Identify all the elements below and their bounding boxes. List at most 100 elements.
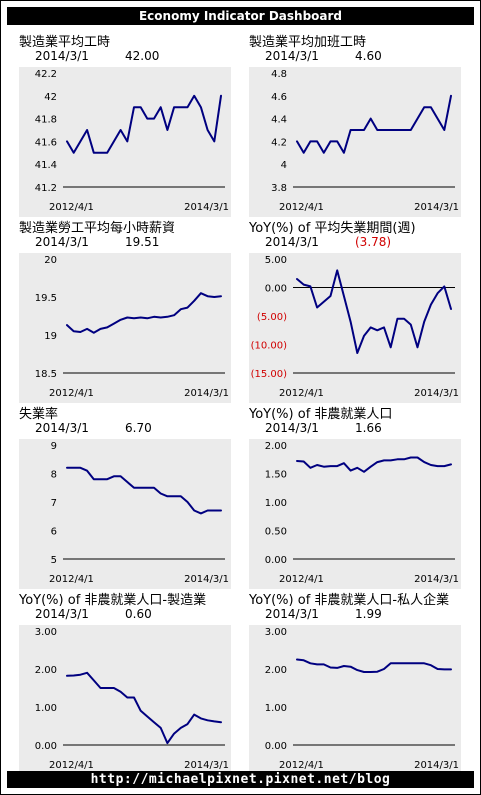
y-tick-label: 18.5 xyxy=(35,369,57,380)
plot-background xyxy=(19,625,231,775)
panel-title: 失業率 xyxy=(19,407,59,422)
series-line xyxy=(66,671,222,745)
panel-manufacturing-avg-hours: 製造業平均工時 2014/3/1 42.00 41.2 41.4 41.6 41.8 4… xyxy=(13,29,239,217)
x-tick-label: 2014/3/1 xyxy=(184,388,229,399)
panel-value: 19.51 xyxy=(125,235,160,249)
y-tick-label: 2.00 xyxy=(265,441,287,452)
panel-unemployment-duration-yoy: YoY(%) of 平均失業期間(週) 2014/3/1 (3.78) 5.00… xyxy=(243,215,469,403)
y-tick-label: 4.6 xyxy=(271,92,287,103)
y-tick-label: 1.50 xyxy=(265,470,287,481)
y-tick-label: (5.00) xyxy=(257,312,287,323)
plot-background xyxy=(19,67,231,217)
y-tick-label: 3.00 xyxy=(35,627,57,638)
x-tick-label: 2014/3/1 xyxy=(184,760,229,771)
panel-title: 製造業平均加班工時 xyxy=(249,35,367,50)
panel-title: YoY(%) of 非農就業人口-私人企業 xyxy=(249,593,450,608)
panel-title: YoY(%) of 非農就業人口 xyxy=(249,407,393,422)
y-tick-label: 4 xyxy=(281,160,287,171)
x-tick-label: 2014/3/1 xyxy=(414,202,459,213)
y-tick-label: 0.00 xyxy=(265,741,287,752)
chart-manufacturing-avg-hours: 41.2 41.4 41.6 41.8 42 42.2 2012/4/1 2014/3/1 xyxy=(19,67,231,217)
panel-value: (3.78) xyxy=(355,235,392,249)
panel-date: 2014/3/1 xyxy=(265,607,319,621)
y-tick-label: 9 xyxy=(51,441,57,452)
panel-date: 2014/3/1 xyxy=(265,421,319,435)
chart-manufacturing-overtime: 3.8 4 4.2 4.4 4.6 4.8 2012/4/1 2014/3/1 xyxy=(249,67,461,217)
y-tick-label: 41.2 xyxy=(35,183,57,194)
y-tick-label: 41.4 xyxy=(35,160,57,171)
panel-nonfarm-private-yoy: YoY(%) of 非農就業人口-私人企業 2014/3/1 1.99 0.00… xyxy=(243,587,469,775)
x-tick-label: 2012/4/1 xyxy=(49,574,94,585)
y-tick-label: 4.8 xyxy=(271,69,287,80)
plot-background xyxy=(19,253,231,403)
plot-background xyxy=(19,439,231,589)
panel-manufacturing-overtime: 製造業平均加班工時 2014/3/1 4.60 3.8 4 4.2 4.4 4.6 4.8… xyxy=(243,29,469,217)
x-tick-label: 2014/3/1 xyxy=(184,202,229,213)
x-tick-label: 2014/3/1 xyxy=(414,760,459,771)
y-tick-label: 1.00 xyxy=(35,703,57,714)
y-tick-label: 6 xyxy=(51,527,57,538)
y-tick-label: 4.2 xyxy=(271,137,287,148)
y-tick-label: 3.8 xyxy=(271,183,287,194)
panel-value: 4.60 xyxy=(355,49,382,63)
panel-nonfarm-manufacturing-yoy: YoY(%) of 非農就業人口-製造業 2014/3/1 0.60 0.00 1… xyxy=(13,587,239,775)
x-tick-label: 2014/3/1 xyxy=(414,574,459,585)
y-tick-label: 3.00 xyxy=(265,627,287,638)
x-tick-label: 2014/3/1 xyxy=(184,574,229,585)
panel-value: 1.66 xyxy=(355,421,382,435)
plot-background xyxy=(249,439,461,589)
y-tick-label: 1.00 xyxy=(265,703,287,714)
chart-unemployment-duration-yoy: 5.00 0.00 (5.00) (10.00) (15.00) 2012/4/1 2014… xyxy=(249,253,461,403)
panel-title: 製造業勞工平均每小時薪資 xyxy=(19,221,176,236)
y-tick-label: 0.50 xyxy=(265,527,287,538)
y-tick-label: 42.2 xyxy=(35,69,57,80)
x-tick-label: 2012/4/1 xyxy=(49,388,94,399)
y-tick-label: 41.6 xyxy=(35,137,57,148)
x-tick-label: 2014/3/1 xyxy=(414,388,459,399)
y-tick-label: 41.8 xyxy=(35,115,57,126)
panel-nonfarm-payrolls-yoy: YoY(%) of 非農就業人口 2014/3/1 1.66 0.00 0.50 1… xyxy=(243,401,469,589)
y-tick-label: 0.00 xyxy=(35,741,57,752)
plot-background xyxy=(249,253,461,403)
x-tick-label: 2012/4/1 xyxy=(279,388,324,399)
y-tick-label: 2.00 xyxy=(35,665,57,676)
y-tick-label: (15.00) xyxy=(251,369,288,380)
chart-unemployment-rate: 5 6 7 8 9 2012/4/1 2014/3/1 xyxy=(19,439,231,589)
panel-value: 6.70 xyxy=(125,421,152,435)
panel-date: 2014/3/1 xyxy=(265,235,319,249)
y-tick-label: 0.00 xyxy=(265,284,287,295)
series-line xyxy=(296,658,452,673)
chart-nonfarm-private-yoy: 0.00 1.00 2.00 3.00 2012/4/1 2014/3/1 xyxy=(249,625,461,775)
x-tick-label: 2012/4/1 xyxy=(279,202,324,213)
panel-unemployment-rate: 失業率 2014/3/1 6.70 5 6 7 8 9 2012/4/1 2014/3/1 xyxy=(13,401,239,589)
x-tick-label: 2012/4/1 xyxy=(279,574,324,585)
panel-value: 0.60 xyxy=(125,607,152,621)
panel-value: 1.99 xyxy=(355,607,382,621)
y-tick-label: 7 xyxy=(51,498,57,509)
plot-background xyxy=(249,625,461,775)
y-tick-label: 4.4 xyxy=(271,115,287,126)
panel-title: 製造業平均工時 xyxy=(19,35,111,50)
chart-manufacturing-hourly-wage: 18.5 19 19.5 20 2012/4/1 2014/3/1 xyxy=(19,253,231,403)
series-line xyxy=(66,466,222,515)
panel-title: YoY(%) of 非農就業人口-製造業 xyxy=(19,593,207,608)
chart-nonfarm-payrolls-yoy: 0.00 0.50 1.00 1.50 2.00 2012/4/1 2014/3/1 xyxy=(249,439,461,589)
plot-background xyxy=(249,67,461,217)
footer-url[interactable]: http://michaelpixnet.pixnet.net/blog xyxy=(7,771,474,788)
y-tick-label: 0.00 xyxy=(265,555,287,566)
panel-date: 2014/3/1 xyxy=(35,421,89,435)
y-tick-label: 42 xyxy=(44,92,57,103)
y-tick-label: 8 xyxy=(51,470,57,481)
y-tick-label: 2.00 xyxy=(265,665,287,676)
y-tick-label: (10.00) xyxy=(251,341,288,352)
y-tick-label: 19.5 xyxy=(35,293,57,304)
series-line xyxy=(296,94,452,154)
chart-nonfarm-manufacturing-yoy: 0.00 1.00 2.00 3.00 2012/4/1 2014/3/1 xyxy=(19,625,231,775)
x-tick-label: 2012/4/1 xyxy=(279,760,324,771)
y-tick-label: 5.00 xyxy=(265,255,287,266)
panel-date: 2014/3/1 xyxy=(265,49,319,63)
y-tick-label: 20 xyxy=(44,255,57,266)
series-line xyxy=(296,456,452,473)
panel-date: 2014/3/1 xyxy=(35,607,89,621)
